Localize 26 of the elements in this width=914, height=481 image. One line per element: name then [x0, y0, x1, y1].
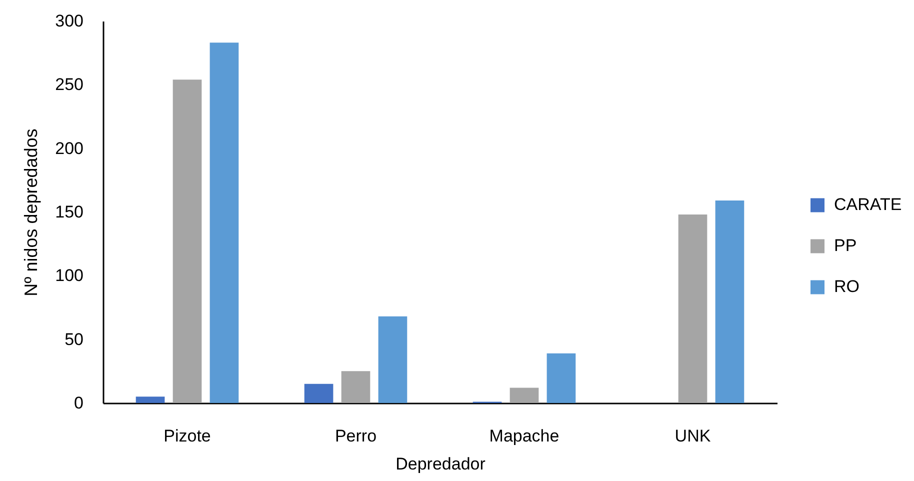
bar [304, 384, 334, 403]
bar [378, 316, 408, 403]
x-tick-label: Perro [334, 426, 377, 446]
y-tick-label: 0 [74, 394, 84, 412]
x-tick-label: UNK [674, 426, 712, 446]
y-tick-label: 150 [55, 202, 84, 222]
bar [136, 396, 165, 403]
bar [172, 80, 202, 403]
legend-label: CARATE [834, 195, 902, 214]
bar [678, 214, 708, 403]
bar [210, 42, 239, 403]
x-tick-label: Pizote [164, 426, 211, 446]
bar [510, 388, 539, 403]
y-tick-label: 300 [55, 12, 84, 30]
y-tick-label: 200 [55, 138, 84, 158]
y-tick-label: 50 [64, 330, 84, 349]
y-axis-title: Nº nidos depredados [21, 128, 42, 296]
y-tick-label: 100 [55, 266, 84, 286]
legend-label: PP [834, 236, 857, 256]
bar [341, 371, 370, 403]
x-axis-title: Depredador [396, 454, 486, 474]
x-tick-label: Mapache [489, 426, 560, 446]
y-tick-label: 250 [55, 75, 84, 94]
bar [546, 353, 576, 403]
bar [715, 200, 744, 403]
legend-label: RO [834, 277, 860, 296]
